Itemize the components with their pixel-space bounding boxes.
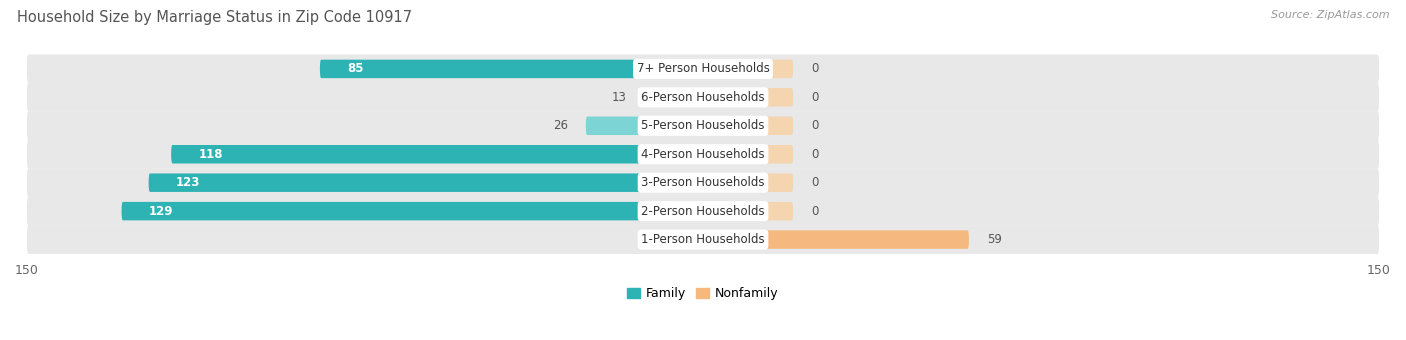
Text: 85: 85 bbox=[347, 63, 363, 75]
FancyBboxPatch shape bbox=[27, 83, 1379, 112]
Text: 0: 0 bbox=[811, 63, 818, 75]
Text: 0: 0 bbox=[811, 91, 818, 104]
Text: 3-Person Households: 3-Person Households bbox=[641, 176, 765, 189]
FancyBboxPatch shape bbox=[27, 197, 1379, 225]
Text: Household Size by Marriage Status in Zip Code 10917: Household Size by Marriage Status in Zip… bbox=[17, 10, 412, 25]
Text: 4-Person Households: 4-Person Households bbox=[641, 148, 765, 161]
FancyBboxPatch shape bbox=[703, 59, 793, 78]
FancyBboxPatch shape bbox=[586, 117, 703, 135]
Text: 7+ Person Households: 7+ Person Households bbox=[637, 63, 769, 75]
FancyBboxPatch shape bbox=[27, 225, 1379, 254]
Text: 5-Person Households: 5-Person Households bbox=[641, 119, 765, 132]
Text: 0: 0 bbox=[811, 205, 818, 218]
FancyBboxPatch shape bbox=[703, 88, 793, 107]
FancyBboxPatch shape bbox=[703, 230, 969, 249]
Text: 59: 59 bbox=[987, 233, 1002, 246]
Text: 118: 118 bbox=[198, 148, 222, 161]
Text: 0: 0 bbox=[811, 148, 818, 161]
FancyBboxPatch shape bbox=[703, 173, 793, 192]
Text: 129: 129 bbox=[149, 205, 173, 218]
Text: 6-Person Households: 6-Person Households bbox=[641, 91, 765, 104]
FancyBboxPatch shape bbox=[172, 145, 703, 164]
Text: 2-Person Households: 2-Person Households bbox=[641, 205, 765, 218]
FancyBboxPatch shape bbox=[321, 59, 703, 78]
FancyBboxPatch shape bbox=[27, 140, 1379, 169]
Text: 0: 0 bbox=[811, 119, 818, 132]
FancyBboxPatch shape bbox=[27, 54, 1379, 83]
Text: 0: 0 bbox=[811, 176, 818, 189]
Text: 1-Person Households: 1-Person Households bbox=[641, 233, 765, 246]
FancyBboxPatch shape bbox=[149, 173, 703, 192]
Text: 26: 26 bbox=[553, 119, 568, 132]
Legend: Family, Nonfamily: Family, Nonfamily bbox=[627, 287, 779, 300]
FancyBboxPatch shape bbox=[703, 202, 793, 220]
FancyBboxPatch shape bbox=[644, 88, 703, 107]
FancyBboxPatch shape bbox=[27, 112, 1379, 140]
Text: Source: ZipAtlas.com: Source: ZipAtlas.com bbox=[1271, 10, 1389, 20]
FancyBboxPatch shape bbox=[121, 202, 703, 220]
Text: 123: 123 bbox=[176, 176, 200, 189]
FancyBboxPatch shape bbox=[703, 145, 793, 164]
FancyBboxPatch shape bbox=[27, 168, 1379, 197]
Text: 13: 13 bbox=[612, 91, 627, 104]
FancyBboxPatch shape bbox=[703, 117, 793, 135]
